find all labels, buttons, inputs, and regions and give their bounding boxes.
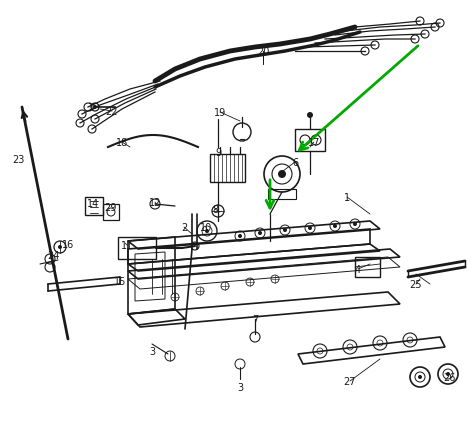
Text: 6: 6 [292, 158, 298, 168]
Circle shape [205, 230, 209, 233]
Text: 14: 14 [87, 198, 99, 208]
Circle shape [283, 229, 287, 233]
Text: 11: 11 [121, 240, 133, 251]
Text: 1: 1 [344, 193, 350, 202]
Text: 27: 27 [344, 376, 356, 386]
Text: 26: 26 [443, 372, 455, 382]
Text: 23: 23 [12, 155, 24, 165]
Text: 10: 10 [200, 223, 212, 233]
Bar [210, 155, 245, 183]
Bar [268, 190, 296, 200]
Circle shape [58, 245, 62, 249]
Bar [118, 237, 156, 259]
Circle shape [93, 106, 97, 110]
Circle shape [446, 372, 450, 376]
Circle shape [418, 375, 422, 379]
Text: 16: 16 [62, 240, 74, 249]
Circle shape [238, 234, 242, 238]
Text: 18: 18 [116, 138, 128, 148]
Text: 24: 24 [47, 251, 59, 261]
Text: 4: 4 [355, 265, 361, 274]
Text: 20: 20 [257, 47, 269, 57]
Text: 3: 3 [237, 382, 243, 392]
Text: 12: 12 [149, 198, 161, 208]
Text: 19: 19 [214, 108, 226, 118]
Text: 2: 2 [181, 223, 187, 233]
Bar [85, 198, 103, 215]
Text: 17: 17 [308, 138, 320, 148]
Text: 7: 7 [252, 314, 258, 324]
Bar [295, 130, 325, 152]
Text: 29: 29 [104, 202, 116, 212]
Text: 8: 8 [212, 205, 218, 215]
Text: 15: 15 [114, 276, 126, 286]
Text: 9: 9 [215, 148, 221, 158]
Text: 25: 25 [410, 279, 422, 290]
Bar [103, 205, 119, 220]
Circle shape [258, 231, 262, 236]
Text: 22: 22 [106, 107, 118, 117]
Text: 3: 3 [149, 346, 155, 356]
Circle shape [333, 225, 337, 229]
Circle shape [308, 226, 312, 230]
Circle shape [353, 223, 357, 226]
Circle shape [278, 171, 286, 179]
Circle shape [307, 113, 313, 119]
Bar [355, 258, 380, 277]
